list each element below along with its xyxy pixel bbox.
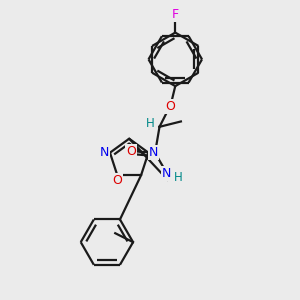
Text: H: H [146,117,155,130]
Text: F: F [172,8,179,21]
Text: N: N [162,167,171,180]
Text: N: N [100,146,109,159]
Text: O: O [165,100,175,112]
Text: H: H [174,171,182,184]
Text: O: O [126,145,136,158]
Text: N: N [149,146,158,159]
Text: O: O [112,174,122,187]
